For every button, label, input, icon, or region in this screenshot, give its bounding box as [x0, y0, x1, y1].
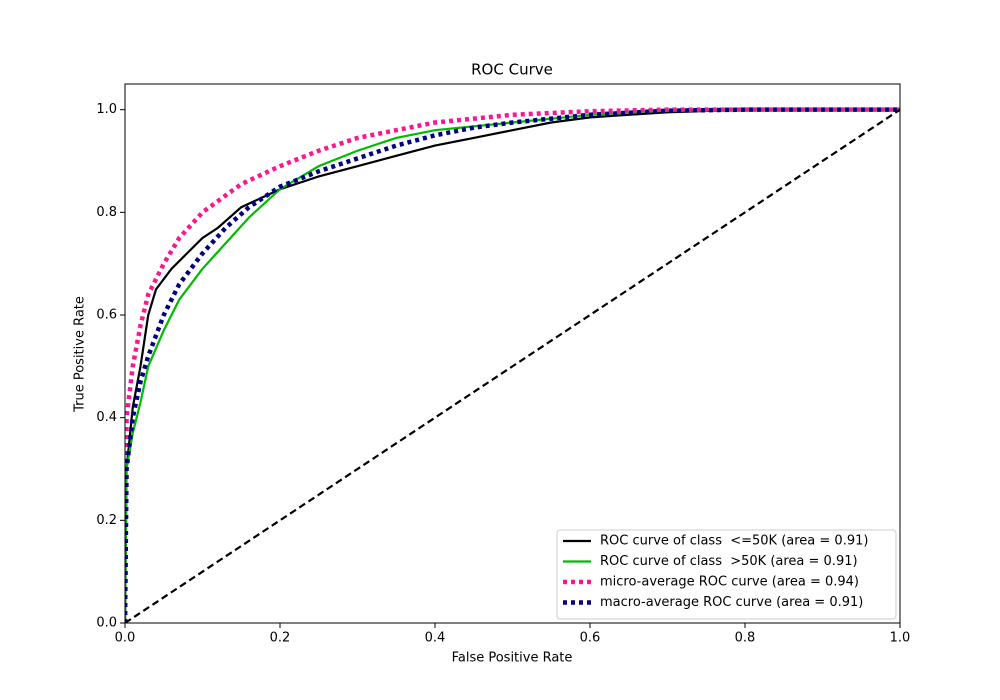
- x-tick-label: 0.4: [425, 631, 446, 646]
- roc-line: [125, 108, 900, 623]
- y-tick-label: 0.4: [96, 410, 117, 425]
- legend-label: micro-average ROC curve (area = 0.94): [600, 575, 859, 590]
- x-tick-label: 0.6: [580, 631, 601, 646]
- x-tick-label: 0.2: [270, 631, 291, 646]
- roc-line: [125, 108, 900, 623]
- y-axis-label: True Positive Rate: [73, 296, 88, 413]
- y-tick-label: 0.6: [96, 308, 117, 323]
- axes-frame: [124, 83, 901, 624]
- y-tick-label: 0.8: [96, 205, 117, 220]
- legend-box: [556, 529, 897, 620]
- roc-line: [125, 107, 900, 623]
- x-tick-label: 0.0: [115, 631, 136, 646]
- chart-title: ROC Curve: [471, 61, 553, 79]
- x-axis-label: False Positive Rate: [452, 651, 573, 666]
- roc-line: [125, 107, 900, 623]
- y-tick-label: 0.2: [96, 513, 117, 528]
- legend-label: ROC curve of class <=50K (area = 0.91): [600, 534, 868, 549]
- legend-label: ROC curve of class >50K (area = 0.91): [600, 554, 858, 569]
- y-tick-label: 0.0: [96, 616, 117, 631]
- x-tick-label: 0.8: [735, 631, 756, 646]
- legend-label: macro-average ROC curve (area = 0.91): [600, 595, 863, 610]
- x-tick-label: 1.0: [890, 631, 911, 646]
- y-tick-label: 1.0: [96, 102, 117, 117]
